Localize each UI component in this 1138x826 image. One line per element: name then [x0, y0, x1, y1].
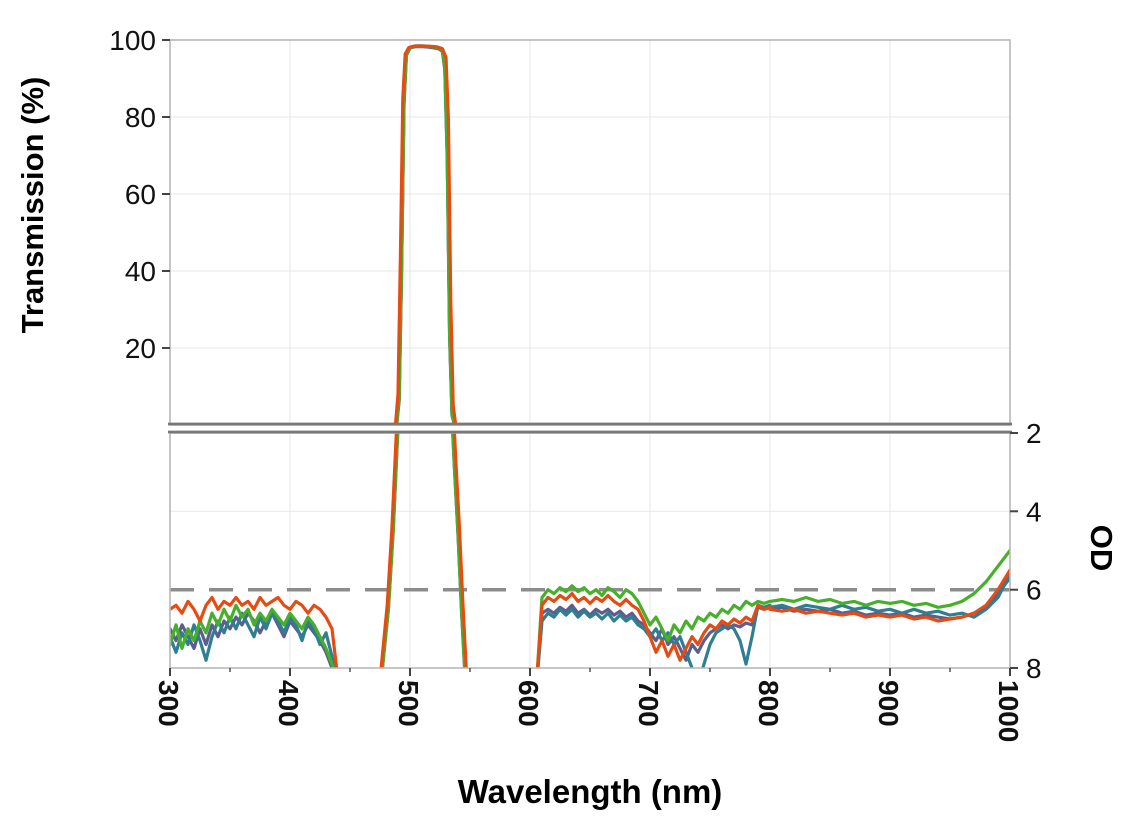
wavelength-tick-label: 900: [873, 680, 904, 727]
od-tick-label: 4: [1026, 496, 1042, 527]
wavelength-tick-label: 600: [513, 680, 544, 727]
transmission-panel-border: [169, 39, 1011, 426]
od-tick-label: 2: [1026, 418, 1042, 449]
wavelength-tick-label: 1000: [993, 680, 1024, 742]
series-trace-4-orange-od: [170, 433, 1010, 668]
transmission-tick-label: 40: [125, 256, 156, 287]
y-axis-title-od: OD: [1084, 524, 1119, 572]
series-trace-3-green-od: [170, 433, 1010, 668]
wavelength-tick-label: 500: [393, 680, 424, 727]
od-tick-label: 6: [1026, 575, 1042, 606]
series-trace-1-slate-transmission: [170, 45, 1010, 424]
series-trace-2-teal-transmission: [170, 44, 1010, 424]
tick-marks: [162, 39, 1018, 676]
gridlines: [169, 39, 1011, 668]
transmission-tick-label: 80: [125, 102, 156, 133]
series-trace-4-orange-transmission: [170, 44, 1010, 424]
axis-break-separator: [168, 422, 1012, 434]
wavelength-tick-label: 800: [753, 680, 784, 727]
wavelength-tick-label: 700: [633, 680, 664, 727]
series-trace-2-teal-od: [170, 433, 1010, 668]
wavelength-tick-label: 300: [153, 680, 184, 727]
transmission-tick-label: 20: [125, 333, 156, 364]
transmission-tick-label: 60: [125, 179, 156, 210]
od-panel-border: [169, 432, 1011, 669]
transmission-tick-label: 100: [109, 25, 156, 56]
series-trace-1-slate-od: [170, 433, 1010, 668]
wavelength-tick-label: 400: [273, 680, 304, 727]
y-axis-title-transmission: Transmission (%): [15, 76, 50, 334]
series-trace-3-green-transmission: [170, 44, 1010, 424]
x-axis-title-wavelength: Wavelength (nm): [457, 773, 723, 810]
od-tick-label: 8: [1026, 653, 1042, 684]
